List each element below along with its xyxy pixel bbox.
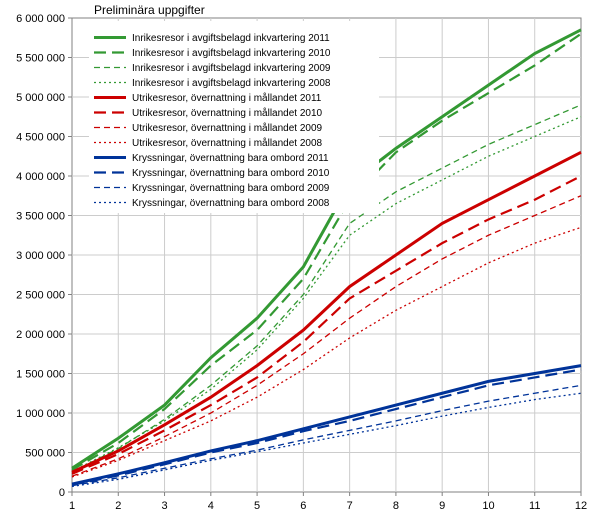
- y-tick-label: 5 500 000: [16, 53, 65, 65]
- y-tick-label: 4 500 000: [16, 132, 65, 144]
- x-tick-label: 2: [115, 500, 121, 512]
- y-tick-label: 1 500 000: [16, 369, 65, 381]
- series-line: [72, 370, 581, 485]
- legend-label: Inrikesresor i avgiftsbelagd inkvarterin…: [132, 63, 331, 74]
- x-tick-label: 9: [439, 500, 445, 512]
- y-tick-label: 2 500 000: [16, 290, 65, 302]
- series-line: [72, 176, 581, 474]
- x-tick-label: 3: [161, 500, 167, 512]
- y-tick-label: 500 000: [25, 448, 65, 460]
- y-tick-label: 5 000 000: [16, 92, 65, 104]
- chart-container: 0 500 000 1 000 000 1 500 000 2 000 000 2 500…: [0, 0, 593, 522]
- legend-label: Kryssningar, övernattning bara ombord 20…: [132, 183, 330, 194]
- legend-label: Inrikesresor i avgiftsbelagd inkvarterin…: [132, 78, 331, 89]
- x-tick-label: 10: [482, 500, 494, 512]
- x-tick-label: 5: [254, 500, 260, 512]
- x-tick-label: 11: [529, 500, 540, 512]
- legend-label: Kryssningar, övernattning bara ombord 20…: [132, 198, 330, 209]
- legend-label: Kryssningar, övernattning bara ombord 20…: [132, 168, 330, 179]
- x-tick-label: 6: [300, 500, 306, 512]
- legend-label: Utrikesresor, övernattning i mållandet 2…: [132, 137, 323, 149]
- x-tick-label: 4: [208, 500, 214, 512]
- y-tick-label: 3 000 000: [16, 250, 65, 262]
- y-tick-label: 3 500 000: [16, 211, 65, 223]
- x-tick-label: 7: [347, 500, 353, 512]
- legend-label: Inrikesresor i avgiftsbelagd inkvarterin…: [132, 33, 330, 44]
- x-tick-label: 8: [393, 500, 399, 512]
- y-tick-label: 0: [59, 487, 65, 499]
- legend-label: Inrikesresor i avgiftsbelagd inkvarterin…: [132, 48, 331, 59]
- y-tick-label: 2 000 000: [16, 329, 65, 341]
- chart-title: Preliminära uppgifter: [94, 3, 205, 17]
- y-tick-label: 4 000 000: [16, 171, 65, 183]
- y-tick-label: 6 000 000: [16, 13, 65, 25]
- legend-label: Utrikesresor, övernattning i mållandet 2…: [132, 107, 323, 119]
- line-chart: 0 500 000 1 000 000 1 500 000 2 000 000 2 500…: [0, 0, 593, 522]
- legend-label: Utrikesresor, övernattning i mållandet 2…: [132, 122, 323, 134]
- x-tick-label: 1: [69, 500, 75, 512]
- legend-label: Utrikesresor, övernattning i mållandet 2…: [132, 92, 322, 104]
- y-tick-label: 1 000 000: [16, 408, 65, 420]
- legend-label: Kryssningar, övernattning bara ombord 20…: [132, 153, 329, 164]
- series-line: [72, 366, 581, 485]
- x-tick-label: 12: [575, 500, 587, 512]
